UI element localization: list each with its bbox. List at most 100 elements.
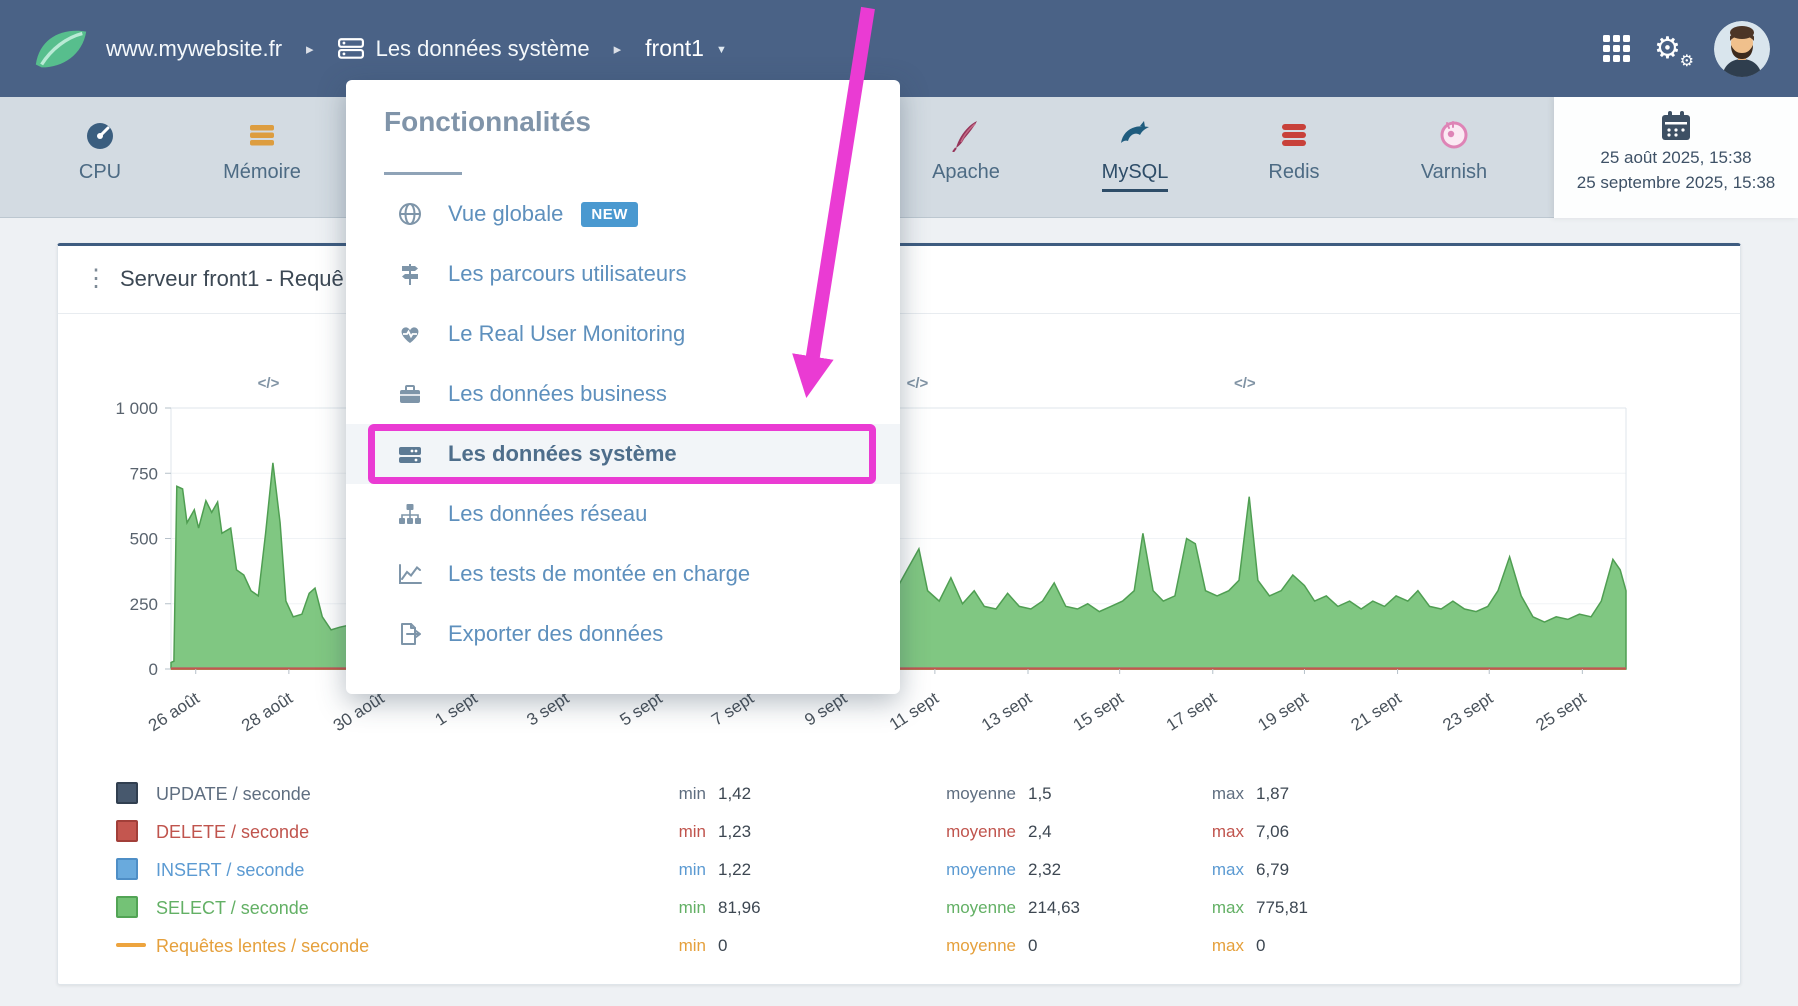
svg-text:19 sept: 19 sept [1255, 688, 1312, 734]
avg-label: moyenne [946, 784, 1016, 803]
mysql-requests-chart[interactable]: 0 250 500 750 1 000 26 août 28 août 30 août 1 se… [58, 356, 1742, 756]
avg-value: 1,5 [1028, 784, 1052, 803]
avg-label: moyenne [946, 860, 1016, 879]
menu-item-donnees-business[interactable]: Les données business [346, 364, 900, 424]
menu-item-donnees-systeme[interactable]: Les données système [346, 424, 900, 484]
apache-feather-icon [949, 117, 983, 153]
legend-row-insert[interactable]: INSERT / seconde min 1,22 moyenne 2,32 m… [116, 857, 1416, 883]
apps-grid-icon[interactable] [1603, 35, 1630, 62]
max-label: max [1211, 860, 1244, 879]
svg-text:15 sept: 15 sept [1070, 688, 1127, 734]
legend-row-update[interactable]: UPDATE / seconde min 1,42 moyenne 1,5 ma… [116, 781, 1416, 807]
breadcrumb-section[interactable]: Les données système [337, 36, 590, 62]
tab-label: Mémoire [223, 161, 301, 183]
tab-redis[interactable]: Redis [1234, 97, 1354, 218]
svg-text:26 août: 26 août [145, 688, 203, 735]
svg-text:11 sept: 11 sept [886, 688, 942, 734]
avg-value: 214,63 [1028, 898, 1080, 917]
svg-text:500: 500 [130, 530, 158, 549]
min-label: min [678, 898, 706, 917]
legend-row-select[interactable]: SELECT / seconde min 81,96 moyenne 214,6… [116, 895, 1416, 921]
menu-item-label: Les tests de montée en charge [448, 561, 751, 586]
max-label: max [1211, 822, 1244, 841]
legend-swatch [116, 782, 138, 804]
tab-apache[interactable]: Apache [906, 97, 1026, 218]
features-menu-items: Vue globale NEW Les parcours utilisateur… [346, 184, 900, 664]
gear-small-icon: ⚙ [1679, 52, 1694, 70]
tab-memoire[interactable]: Mémoire [202, 97, 322, 218]
globe-icon [396, 201, 424, 227]
min-label: min [678, 860, 706, 879]
tab-label: Varnish [1420, 161, 1488, 183]
svg-text:5 sept: 5 sept [616, 688, 665, 729]
tab-label: Apache [932, 161, 1000, 183]
max-label: max [1211, 784, 1244, 803]
card-menu-kebab-icon[interactable]: ⋮ [84, 265, 108, 292]
max-value: 1,87 [1256, 784, 1290, 803]
legend-swatch [116, 896, 138, 918]
file-export-icon [396, 621, 424, 647]
legend-label: SELECT / seconde [156, 898, 309, 918]
svg-text:</>: </> [258, 375, 280, 392]
avg-label: moyenne [946, 822, 1016, 841]
gear-icon: ⚙ [1654, 31, 1681, 65]
top-bar: www.mywebsite.fr ▸ Les données système ▸… [0, 0, 1798, 97]
menu-item-parcours-utilisateurs[interactable]: Les parcours utilisateurs [346, 244, 900, 304]
breadcrumb-chevron-icon: ▸ [613, 40, 622, 58]
menu-item-label: Exporter des données [448, 621, 664, 646]
svg-text:21 sept: 21 sept [1348, 688, 1405, 734]
card-title: Serveur front1 - Requê [120, 266, 344, 291]
min-value: 0 [718, 936, 728, 955]
menu-item-vue-globale[interactable]: Vue globale NEW [346, 184, 900, 244]
calendar-icon [1662, 111, 1690, 140]
svg-text:1 sept: 1 sept [432, 688, 481, 729]
settings-gears-icon[interactable]: ⚙ ⚙ [1654, 29, 1694, 70]
avg-label: moyenne [946, 898, 1016, 917]
avg-value: 2,4 [1028, 822, 1052, 841]
legend-swatch [116, 943, 146, 947]
max-value: 775,81 [1256, 898, 1308, 917]
server-selector[interactable]: front1 ▼ [645, 35, 727, 62]
legend-row-slow-queries[interactable]: Requêtes lentes / seconde min 0 moyenne … [116, 933, 1416, 959]
user-avatar[interactable] [1714, 20, 1770, 77]
svg-text:7 sept: 7 sept [708, 688, 757, 729]
menu-item-donnees-reseau[interactable]: Les données réseau [346, 484, 900, 544]
legend-swatch [116, 858, 138, 880]
tab-label: Redis [1268, 161, 1320, 183]
legend-label: UPDATE / seconde [156, 784, 311, 804]
legend-swatch [116, 820, 138, 842]
topbar-actions: ⚙ ⚙ [1603, 20, 1770, 77]
min-value: 1,22 [718, 860, 752, 879]
cpu-gauge-icon [83, 117, 117, 153]
avg-value: 0 [1028, 936, 1038, 955]
svg-text:13 sept: 13 sept [978, 688, 1035, 734]
leaf-logo[interactable] [30, 21, 92, 77]
svg-text:</>: </> [907, 375, 929, 392]
tab-varnish[interactable]: Varnish [1394, 97, 1514, 218]
avg-label: moyenne [946, 936, 1016, 955]
breadcrumb-site[interactable]: www.mywebsite.fr [106, 35, 283, 61]
sitemap-icon [396, 501, 424, 527]
menu-item-tests-montee-en-charge[interactable]: Les tests de montée en charge [346, 544, 900, 604]
date-range-picker[interactable]: 25 août 2025, 15:38 25 septembre 2025, 1… [1554, 97, 1798, 218]
max-value: 7,06 [1256, 822, 1290, 841]
min-value: 1,23 [718, 822, 752, 841]
mysql-dolphin-icon [1118, 117, 1152, 153]
date-to: 25 septembre 2025, 15:38 [1576, 173, 1776, 192]
svg-text:23 sept: 23 sept [1439, 688, 1496, 734]
server-icon [337, 37, 364, 59]
max-value: 6,79 [1256, 860, 1290, 879]
features-menu: Fonctionnalités Vue globale NEW [346, 80, 900, 694]
svg-text:28 août: 28 août [238, 688, 296, 735]
varnish-icon [1437, 117, 1471, 153]
tab-mysql[interactable]: MySQL [1075, 97, 1195, 218]
svg-text:17 sept: 17 sept [1163, 688, 1220, 734]
menu-item-real-user-monitoring[interactable]: Le Real User Monitoring [346, 304, 900, 364]
tab-cpu[interactable]: CPU [40, 97, 160, 218]
server-name: front1 [645, 35, 704, 61]
legend-row-delete[interactable]: DELETE / seconde min 1,23 moyenne 2,4 ma… [116, 819, 1416, 845]
menu-item-exporter-donnees[interactable]: Exporter des données [346, 604, 900, 664]
legend-label: INSERT / seconde [156, 860, 305, 880]
features-menu-title: Fonctionnalités [384, 106, 591, 137]
